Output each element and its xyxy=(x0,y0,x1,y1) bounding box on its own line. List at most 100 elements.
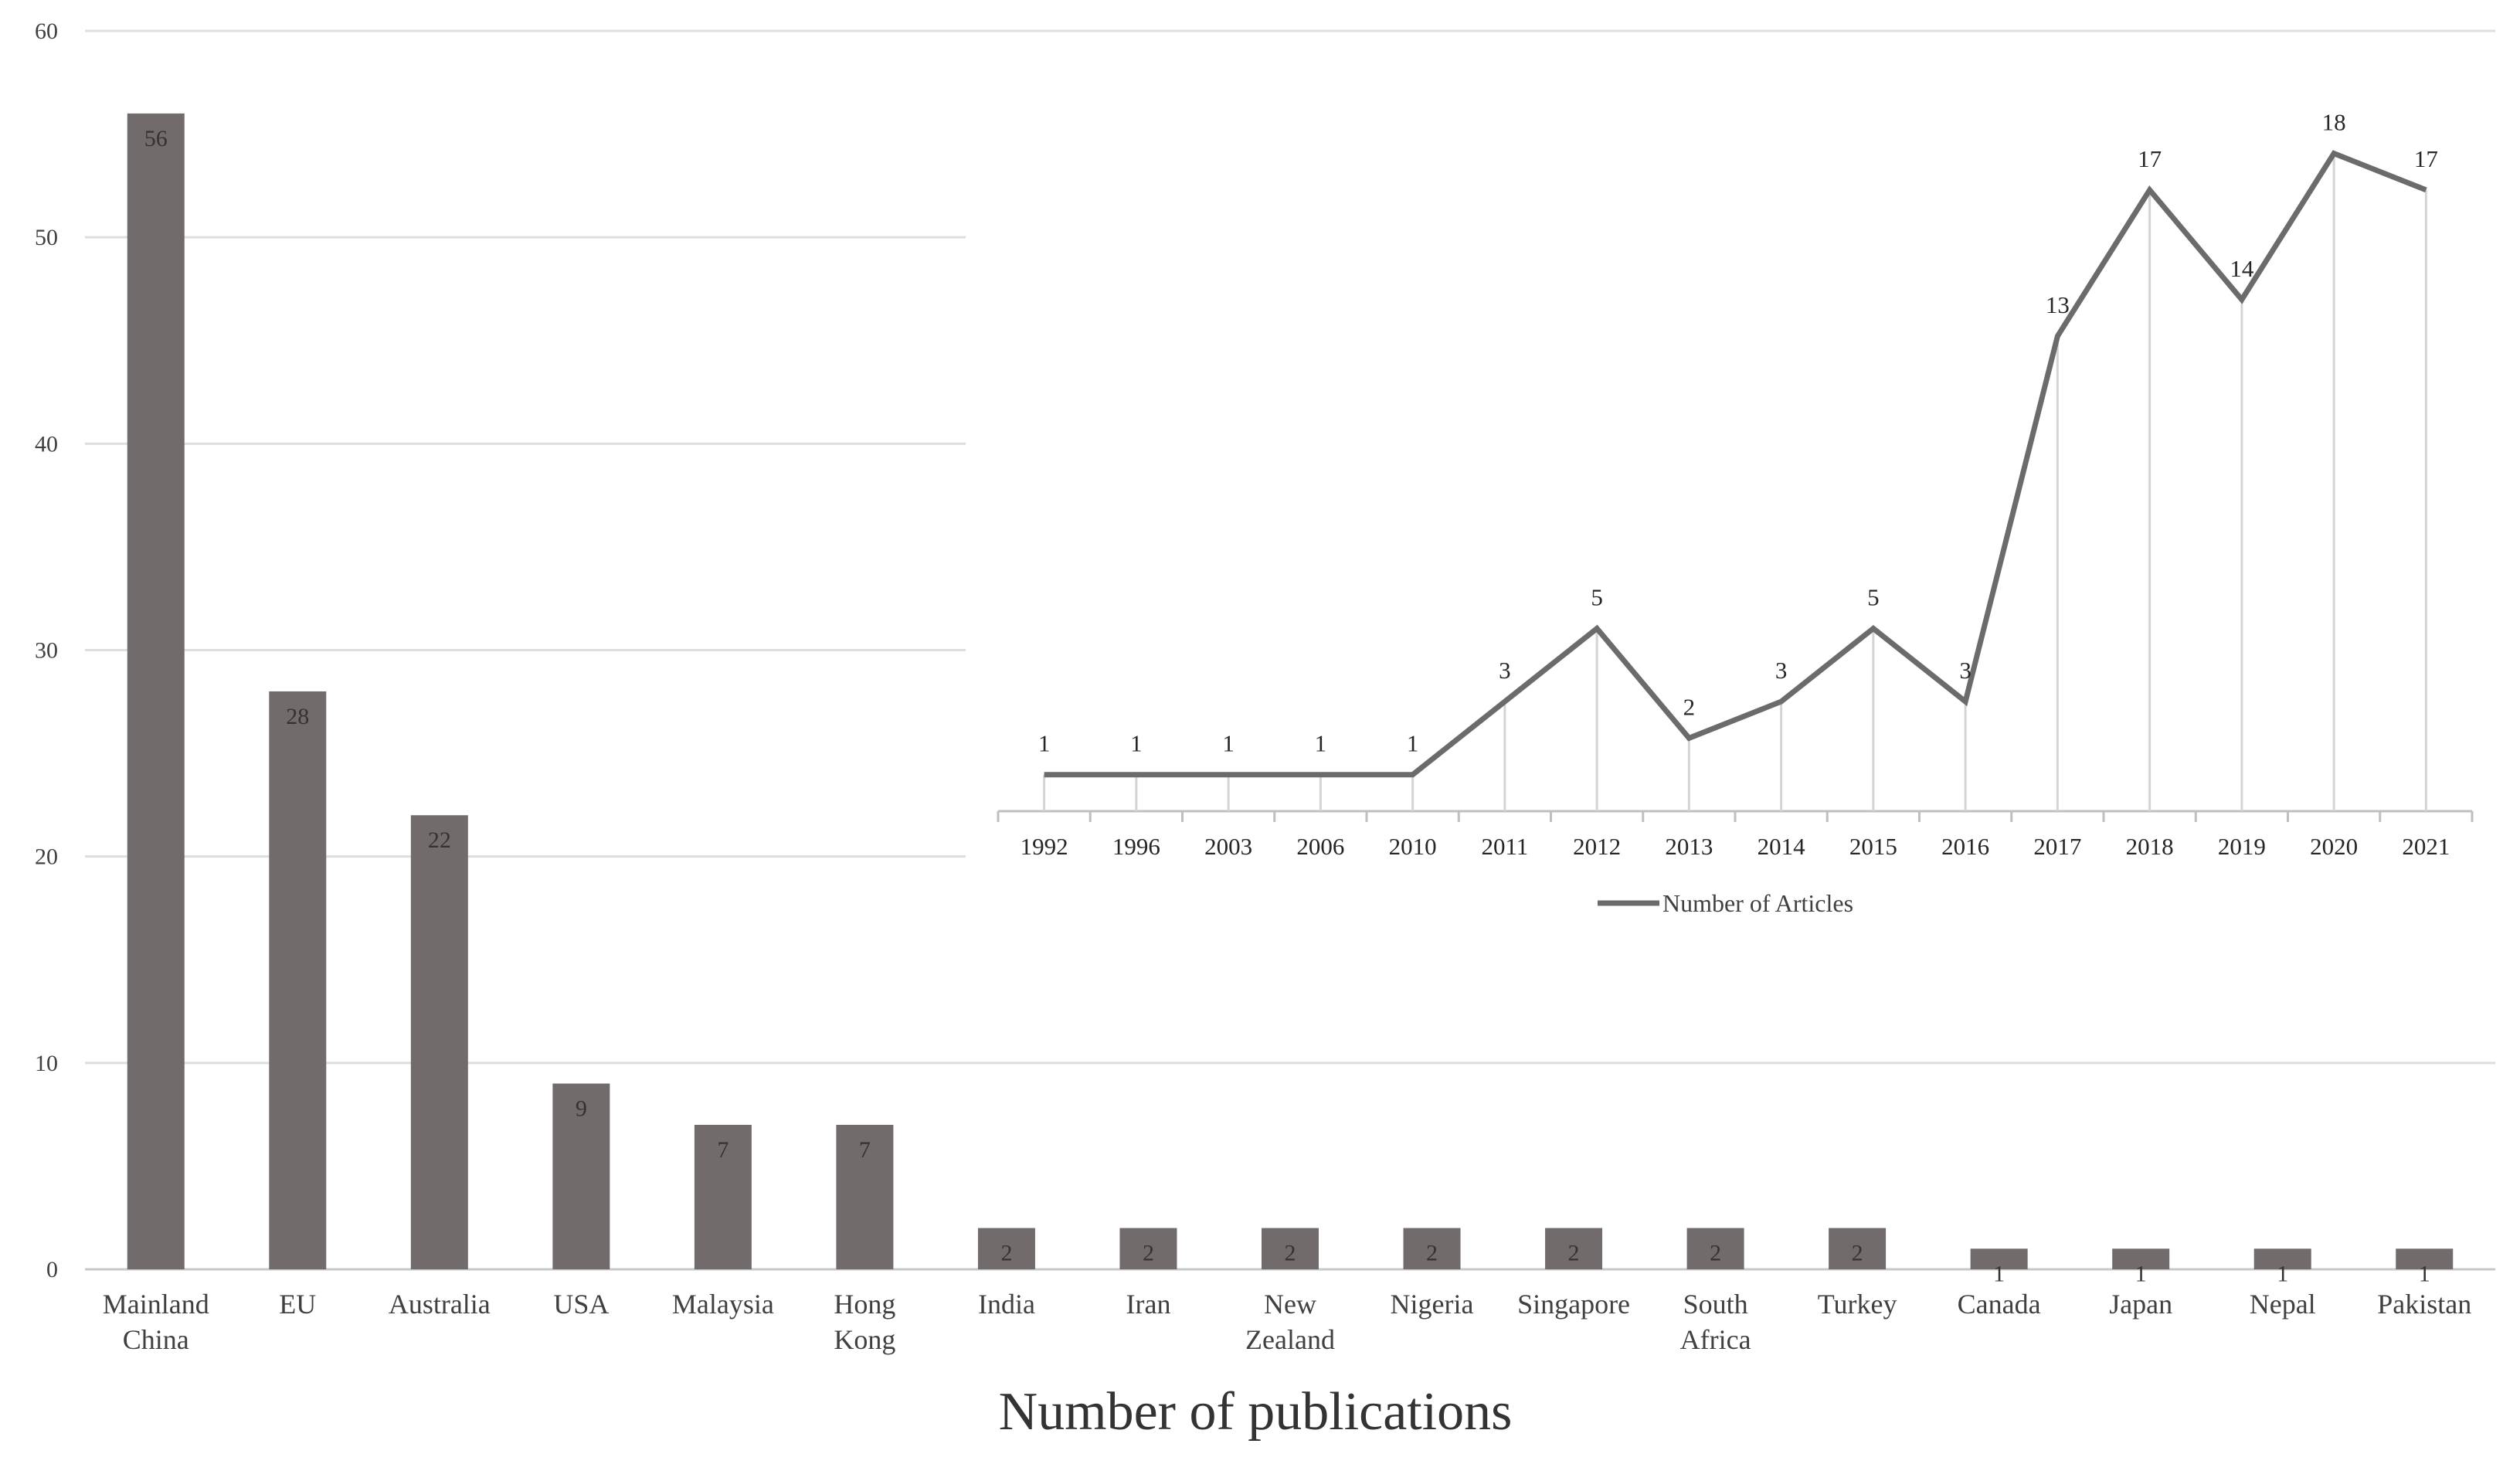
bar xyxy=(2253,1248,2311,1269)
bar xyxy=(836,1124,894,1269)
bar-data-label: 56 xyxy=(144,126,168,151)
inset-x-tick-label: 2011 xyxy=(1481,833,1528,860)
bar-category-label: Iran xyxy=(1126,1289,1170,1320)
inset-x-tick-label: 2012 xyxy=(1573,833,1621,860)
bar-category-label: Hong Kong xyxy=(834,1289,895,1355)
bar-data-label: 9 xyxy=(576,1096,587,1122)
bar-data-label: 2 xyxy=(1568,1241,1580,1266)
bar xyxy=(127,113,185,1269)
bar xyxy=(269,691,327,1269)
bar-y-tick-label: 60 xyxy=(35,19,58,44)
inset-x-tick-label: 2010 xyxy=(1389,833,1437,860)
inset-x-tick-label: 2018 xyxy=(2126,833,2174,860)
bar-category-labels: Mainland China EU Australia USA Malaysia Hong K… xyxy=(103,1289,2471,1355)
bar xyxy=(1545,1228,1603,1269)
bar-data-label: 1 xyxy=(2419,1261,2430,1286)
inset-x-tick-label: 2015 xyxy=(1849,833,1897,860)
inset-data-label: 2 xyxy=(1683,693,1696,720)
bar xyxy=(1403,1228,1461,1269)
inset-data-label: 3 xyxy=(1959,657,1972,684)
bar-y-tick-label: 40 xyxy=(35,431,58,457)
bar xyxy=(1262,1228,1319,1269)
inset-x-tick-label: 2013 xyxy=(1665,833,1713,860)
bar-category-label: Nepal xyxy=(2250,1289,2316,1320)
bar-category-label: Pakistan xyxy=(2377,1289,2471,1320)
bar-category-label: Canada xyxy=(1958,1289,2041,1320)
bar-y-tick-label: 10 xyxy=(35,1051,58,1076)
bar-data-label: 7 xyxy=(859,1137,871,1163)
inset-x-tick-label: 2017 xyxy=(2033,833,2081,860)
bar xyxy=(2112,1248,2170,1269)
bar-data-label: 2 xyxy=(1710,1241,1721,1266)
inset-data-label: 1 xyxy=(1038,730,1051,757)
legend-label: Number of Articles xyxy=(1662,889,1853,917)
bar-data-label: 1 xyxy=(2135,1261,2147,1286)
bar-y-tick-labels: 0 10 20 30 40 50 60 xyxy=(35,19,58,1282)
bar xyxy=(410,815,468,1269)
inset-x-tick-label: 1992 xyxy=(1021,833,1068,860)
bar xyxy=(1686,1228,1744,1269)
inset-x-tick-label: 2020 xyxy=(2310,833,2358,860)
inset-data-label: 1 xyxy=(1130,730,1143,757)
inset-data-label: 17 xyxy=(2414,145,2438,172)
inset-data-label: 5 xyxy=(1591,584,1603,611)
bar-x-axis-title: Number of publications xyxy=(999,1382,1513,1442)
bar xyxy=(977,1228,1035,1269)
bar-data-label: 2 xyxy=(1143,1241,1154,1266)
bar xyxy=(1829,1228,1887,1269)
bar-category-label: India xyxy=(978,1289,1035,1320)
bar-category-label: Turkey xyxy=(1818,1289,1897,1320)
bar-category-label: South Africa xyxy=(1680,1289,1751,1355)
bar-category-label: Nigeria xyxy=(1391,1289,1474,1320)
bar-data-label: 2 xyxy=(1285,1241,1296,1266)
bar-data-label: 7 xyxy=(717,1137,728,1163)
bar xyxy=(694,1124,752,1269)
bar-data-label: 2 xyxy=(1426,1241,1438,1266)
bar-category-label: Japan xyxy=(2109,1289,2172,1320)
bar-series xyxy=(127,113,2454,1269)
inset-data-label: 1 xyxy=(1315,730,1327,757)
bar-category-label: New Zealand xyxy=(1245,1289,1335,1355)
inset-data-label: 18 xyxy=(2322,109,2346,136)
bar xyxy=(1119,1228,1177,1269)
bar-data-label: 2 xyxy=(1000,1241,1012,1266)
inset-data-label: 3 xyxy=(1499,657,1511,684)
bar-data-label: 22 xyxy=(428,827,451,853)
inset-x-tick-label: 2014 xyxy=(1758,833,1806,860)
bar-category-label: USA xyxy=(553,1289,609,1320)
bar-data-label: 28 xyxy=(286,704,309,729)
inset-data-label: 17 xyxy=(2138,145,2162,172)
inset-chart-background xyxy=(966,73,2511,939)
inset-data-label: 5 xyxy=(1867,584,1880,611)
inset-x-tick-label: 2021 xyxy=(2402,833,2450,860)
bar-y-tick-label: 0 xyxy=(46,1257,58,1282)
inset-series-line xyxy=(1044,150,2427,778)
bar-category-label: Singapore xyxy=(1517,1289,1630,1320)
bar-data-label: 1 xyxy=(1993,1261,2005,1286)
bar-category-label: Malaysia xyxy=(672,1289,774,1320)
bar-category-label: Mainland China xyxy=(103,1289,209,1355)
bar-data-label: 1 xyxy=(2277,1261,2288,1286)
inset-data-label: 1 xyxy=(1222,730,1235,757)
inset-x-tick-label: 2016 xyxy=(1941,833,1989,860)
inset-x-tick-label: 2006 xyxy=(1296,833,1344,860)
inset-x-tick-label: 2019 xyxy=(2218,833,2266,860)
inset-x-tick-label: 2003 xyxy=(1204,833,1252,860)
bar-category-label: EU xyxy=(279,1289,316,1320)
bar xyxy=(552,1083,610,1269)
bar-y-tick-label: 20 xyxy=(35,844,58,870)
bar xyxy=(2396,1248,2454,1269)
inset-x-tick-label: 1996 xyxy=(1112,833,1160,860)
bar-y-tick-label: 50 xyxy=(35,225,58,250)
inset-data-label: 14 xyxy=(2230,255,2254,282)
bar-y-tick-label: 30 xyxy=(35,638,58,664)
bar-category-label: Australia xyxy=(389,1289,491,1320)
inset-data-label: 13 xyxy=(2046,291,2070,318)
inset-data-label: 3 xyxy=(1775,657,1788,684)
bar-data-label: 2 xyxy=(1852,1241,1863,1266)
inset-data-label: 1 xyxy=(1407,730,1419,757)
